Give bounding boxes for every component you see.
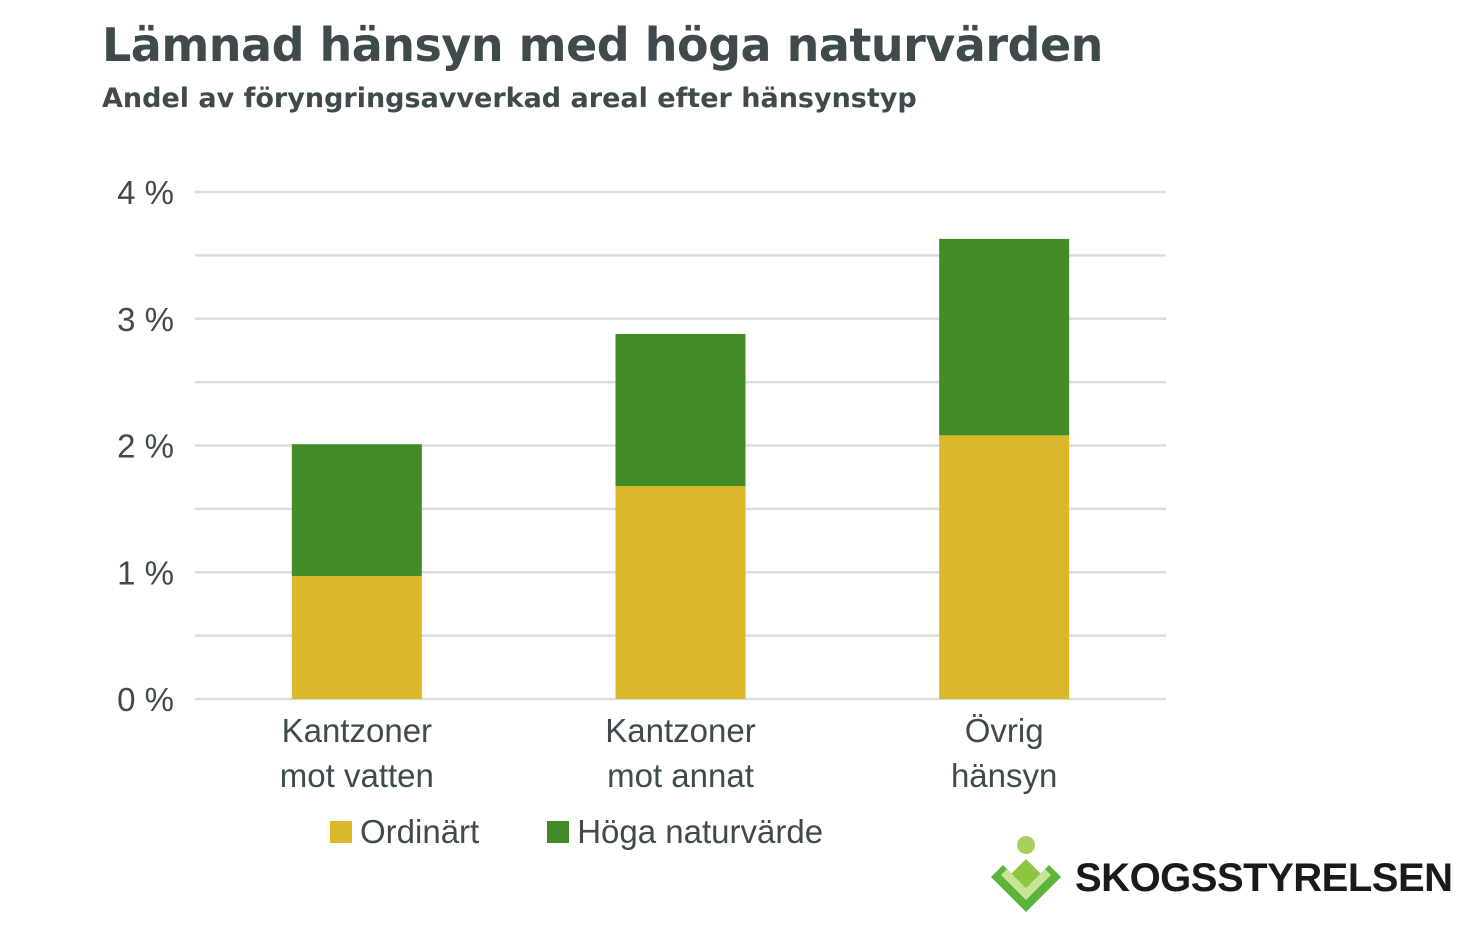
bar-segment-ordinart <box>939 435 1070 699</box>
legend-swatch-hoga-naturvarde <box>547 821 570 843</box>
logo-mark-icon <box>991 836 1061 912</box>
x-tick-label: Övrig <box>965 712 1044 749</box>
legend-label-hoga-naturvarde: Höga naturvärde <box>577 813 824 850</box>
bar-segment-hoga-naturvarde <box>939 238 1070 436</box>
x-tick-label: mot annat <box>607 757 754 794</box>
legend-item-ordinart: Ordinärt <box>330 813 479 851</box>
y-tick-label: 1 % <box>117 554 174 591</box>
chart-title: Lämnad hänsyn med höga naturvärden <box>102 18 1103 72</box>
bar-segment-hoga-naturvarde <box>291 444 422 577</box>
y-tick-label: 0 % <box>117 681 174 718</box>
x-tick-label: mot vatten <box>280 757 434 794</box>
x-tick-label: Kantzoner <box>282 712 432 749</box>
x-tick-label: Kantzoner <box>605 712 755 749</box>
bar-segment-ordinart <box>615 486 746 699</box>
legend: Ordinärt Höga naturvärde <box>330 813 891 851</box>
y-tick-label: 2 % <box>117 428 174 465</box>
logo-text: SKOGSSTYRELSEN <box>1075 855 1453 900</box>
bar-segment-hoga-naturvarde <box>615 333 746 487</box>
legend-item-hoga-naturvarde: Höga naturvärde <box>547 813 823 851</box>
legend-swatch-ordinart <box>330 821 352 843</box>
chart-subtitle: Andel av föryngringsavverkad areal efter… <box>102 83 917 114</box>
skogsstyrelsen-logo: SKOGSSTYRELSEN <box>985 835 1453 915</box>
y-tick-label: 3 % <box>117 301 174 338</box>
x-tick-label: hänsyn <box>951 757 1057 794</box>
bar-segment-ordinart <box>291 576 422 699</box>
legend-label-ordinart: Ordinärt <box>360 813 480 850</box>
y-tick-label: 4 % <box>117 174 174 211</box>
